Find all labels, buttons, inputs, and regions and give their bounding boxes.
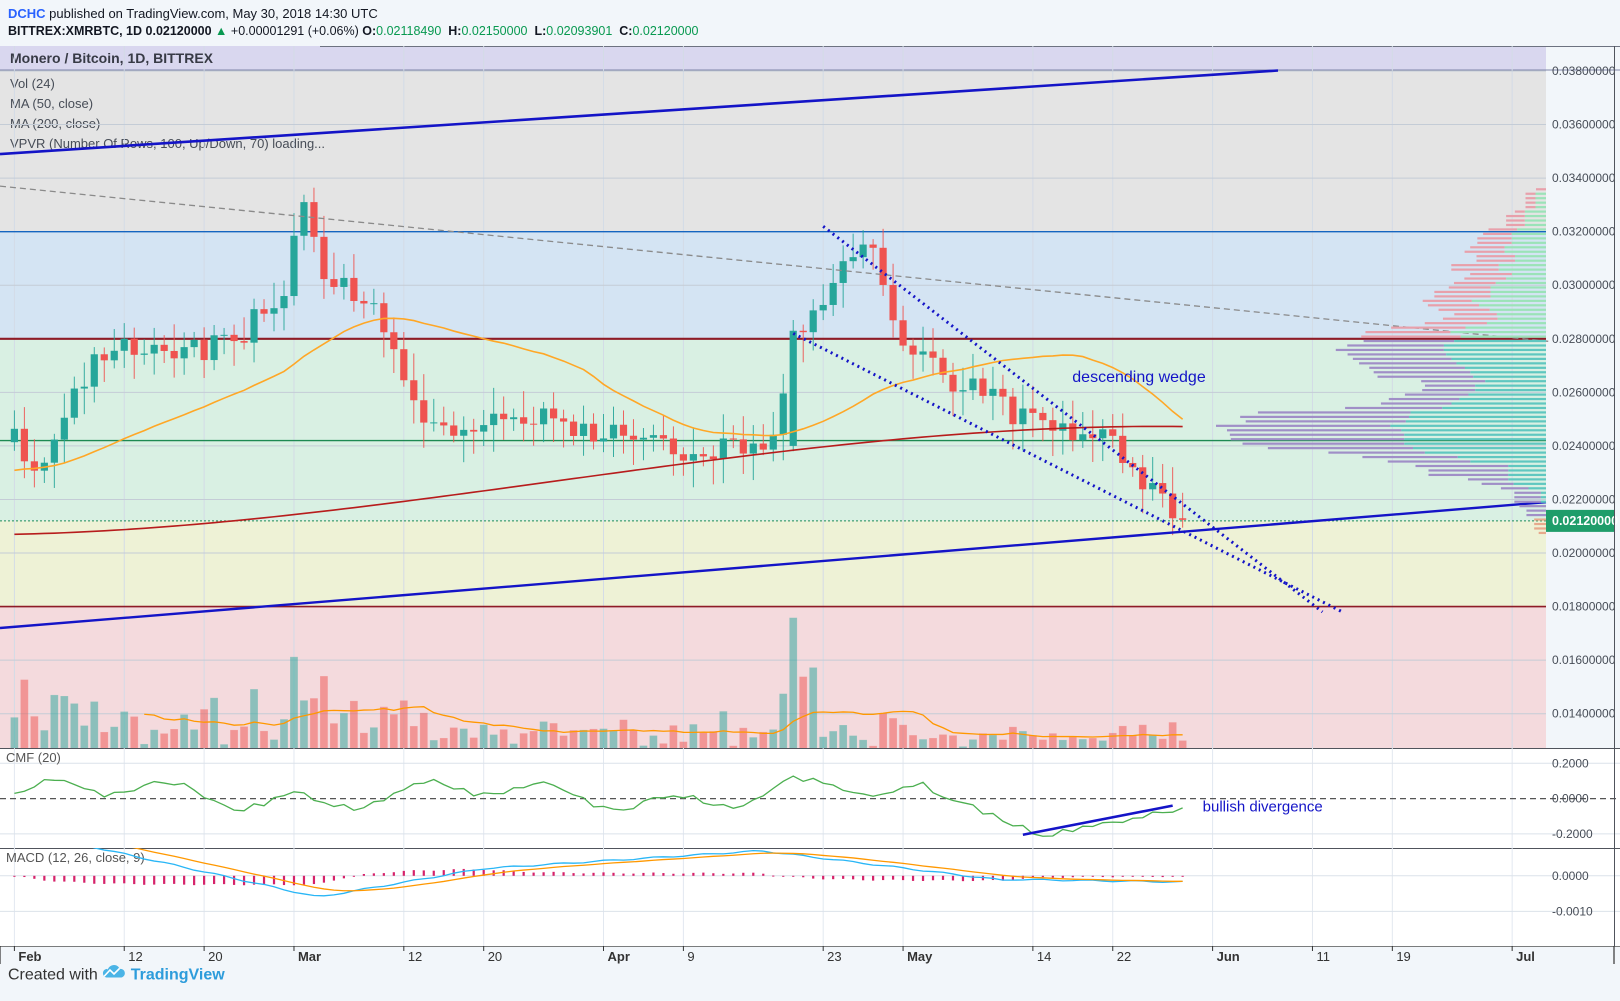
svg-text:0.02600000: 0.02600000 [1552, 385, 1616, 399]
svg-text:0.02800000: 0.02800000 [1552, 332, 1616, 346]
svg-text:MA (50, close): MA (50, close) [10, 96, 93, 111]
svg-text:0.0000: 0.0000 [1552, 869, 1589, 883]
svg-text:23: 23 [827, 949, 841, 964]
svg-text:0.0000: 0.0000 [1552, 792, 1589, 806]
svg-text:Feb: Feb [18, 949, 41, 964]
svg-text:0.02120000: 0.02120000 [1552, 514, 1618, 528]
svg-text:0.03400000: 0.03400000 [1552, 171, 1616, 185]
svg-text:0.2000: 0.2000 [1552, 756, 1589, 770]
svg-text:0.03000000: 0.03000000 [1552, 278, 1616, 292]
svg-text:Monero / Bitcoin, 1D, BITTREX: Monero / Bitcoin, 1D, BITTREX [10, 50, 214, 66]
svg-text:Jun: Jun [1217, 949, 1240, 964]
svg-text:bullish divergence: bullish divergence [1203, 799, 1323, 816]
svg-text:12: 12 [408, 949, 422, 964]
svg-text:0.02200000: 0.02200000 [1552, 492, 1616, 506]
svg-text:descending wedge: descending wedge [1072, 369, 1206, 386]
svg-text:Mar: Mar [298, 949, 321, 964]
svg-text:0.02000000: 0.02000000 [1552, 546, 1616, 560]
svg-text:22: 22 [1117, 949, 1131, 964]
svg-text:CMF (20): CMF (20) [6, 750, 61, 765]
svg-text:20: 20 [208, 949, 222, 964]
svg-text:20: 20 [488, 949, 502, 964]
svg-text:May: May [907, 949, 933, 964]
svg-text:19: 19 [1396, 949, 1410, 964]
svg-text:-0.0010: -0.0010 [1552, 904, 1593, 918]
svg-text:MACD (12, 26, close, 9): MACD (12, 26, close, 9) [6, 850, 145, 865]
svg-text:0.03800000: 0.03800000 [1552, 64, 1616, 78]
svg-text:Apr: Apr [608, 949, 630, 964]
svg-text:0.01400000: 0.01400000 [1552, 707, 1616, 721]
svg-text:0.01800000: 0.01800000 [1552, 600, 1616, 614]
svg-text:-0.2000: -0.2000 [1552, 827, 1593, 841]
svg-text:14: 14 [1037, 949, 1051, 964]
svg-text:0.02400000: 0.02400000 [1552, 439, 1616, 453]
svg-text:12: 12 [128, 949, 142, 964]
svg-text:MA (200, close): MA (200, close) [10, 116, 100, 131]
svg-text:11: 11 [1316, 949, 1330, 964]
svg-text:9: 9 [687, 949, 694, 964]
svg-text:Vol (24): Vol (24) [10, 76, 55, 91]
svg-text:0.03200000: 0.03200000 [1552, 225, 1616, 239]
svg-text:0.01600000: 0.01600000 [1552, 653, 1616, 667]
svg-text:Jul: Jul [1516, 949, 1535, 964]
svg-text:0.03600000: 0.03600000 [1552, 118, 1616, 132]
